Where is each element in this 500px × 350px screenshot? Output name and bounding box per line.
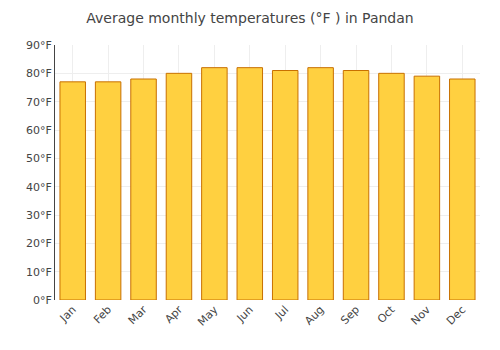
svg-text:80°F: 80°F bbox=[26, 67, 52, 80]
svg-text:0°F: 0°F bbox=[33, 294, 52, 307]
svg-text:Sep: Sep bbox=[338, 303, 362, 327]
svg-text:60°F: 60°F bbox=[26, 124, 52, 137]
svg-text:Average monthly temperatures (: Average monthly temperatures (°F ) in Pa… bbox=[86, 10, 413, 26]
svg-text:Feb: Feb bbox=[91, 303, 114, 326]
svg-text:Nov: Nov bbox=[409, 303, 434, 328]
svg-text:Dec: Dec bbox=[444, 303, 468, 327]
svg-text:70°F: 70°F bbox=[26, 96, 52, 109]
svg-text:20°F: 20°F bbox=[26, 237, 52, 250]
svg-text:Oct: Oct bbox=[375, 303, 398, 326]
svg-text:Jul: Jul bbox=[272, 303, 291, 322]
svg-text:50°F: 50°F bbox=[26, 152, 52, 165]
svg-text:Apr: Apr bbox=[162, 303, 185, 326]
svg-text:Mar: Mar bbox=[126, 303, 150, 327]
svg-text:Aug: Aug bbox=[302, 303, 326, 327]
svg-text:30°F: 30°F bbox=[26, 209, 52, 222]
svg-text:Jun: Jun bbox=[234, 303, 256, 325]
svg-text:May: May bbox=[195, 303, 221, 329]
svg-text:Jan: Jan bbox=[57, 303, 79, 325]
svg-text:10°F: 10°F bbox=[26, 266, 52, 279]
svg-text:40°F: 40°F bbox=[26, 181, 52, 194]
svg-text:90°F: 90°F bbox=[26, 39, 52, 52]
